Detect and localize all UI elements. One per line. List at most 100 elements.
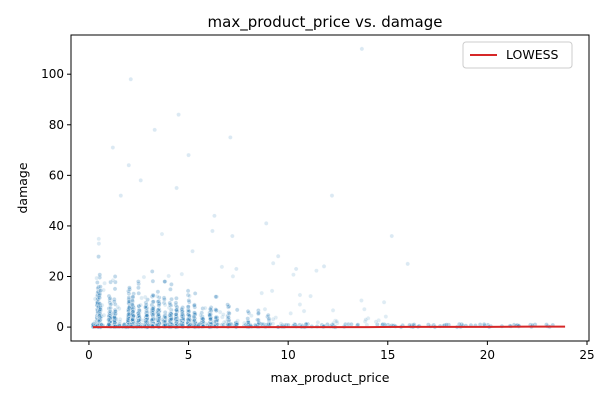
scatter-point [162, 297, 167, 302]
scatter-point [217, 309, 223, 315]
scatter-point [308, 293, 313, 299]
scatter-point [212, 213, 217, 219]
chart-title: max_product_price vs. damage [208, 13, 443, 32]
scatter-point [130, 298, 135, 303]
scatter-point [457, 321, 462, 327]
scatter-point [373, 319, 379, 325]
scatter-point [227, 311, 232, 316]
scatter-point [230, 274, 236, 279]
scatter-point [268, 321, 273, 326]
y-axis: 0 20 40 60 80 100 [41, 67, 71, 334]
scatter-point [163, 315, 168, 320]
scatter-point [269, 288, 275, 294]
scatter-point [234, 266, 239, 272]
scatter-point [130, 303, 136, 309]
legend-label-lowess: LOWESS [506, 47, 559, 62]
scatter-point [192, 291, 198, 296]
scatter-point [150, 269, 155, 274]
scatter-point [154, 309, 160, 315]
scatter-point [156, 303, 162, 308]
scatter-point [155, 289, 161, 294]
scatter-point [186, 298, 192, 303]
scatter-point [153, 316, 158, 322]
y-tick-label: 0 [56, 320, 64, 334]
scatter-point [108, 302, 113, 308]
scatter-point [176, 112, 181, 117]
scatter-point [180, 316, 186, 321]
scatter-point [92, 296, 98, 302]
scatter-point [349, 322, 354, 327]
scatter-point [190, 248, 195, 254]
x-tick-label: 10 [281, 348, 296, 362]
scatter-point [101, 313, 107, 318]
scatter-point [266, 316, 272, 321]
scatter-point [97, 312, 102, 318]
scatter-point [126, 295, 132, 300]
scatter-point [208, 306, 213, 312]
y-tick-label: 100 [41, 67, 64, 81]
scatter-point [185, 288, 191, 294]
scatter-point [334, 320, 340, 326]
scatter-point [127, 304, 132, 309]
scatter-point [208, 316, 213, 322]
scatter-point [219, 264, 225, 270]
scatter-point [97, 293, 102, 298]
scatter-point [266, 312, 271, 318]
scatter-point [159, 231, 165, 237]
scatter-point [230, 233, 235, 239]
scatter-point [130, 317, 136, 322]
scatter-point [225, 302, 230, 307]
x-tick-label: 20 [480, 348, 495, 362]
scatter-point [179, 306, 184, 312]
scatter-point [180, 309, 185, 314]
scatter-point [138, 178, 143, 183]
scatter-point [168, 313, 173, 319]
x-tick-label: 0 [85, 348, 93, 362]
plot-frame [70, 34, 590, 342]
scatter-point [138, 317, 143, 322]
scatter-point [186, 307, 191, 313]
scatter-point [256, 308, 261, 313]
scatter-point [96, 236, 102, 242]
scatter-point [208, 305, 214, 310]
scatter-point [98, 288, 103, 293]
scatter-point [198, 312, 203, 318]
scatter-point [226, 315, 231, 320]
scatter-point [168, 287, 173, 292]
scatter-point [106, 322, 112, 327]
scatter-point [149, 302, 155, 308]
scatter-point [188, 318, 193, 323]
scatter-point [169, 296, 174, 302]
scatter-point [174, 185, 179, 191]
scatter-point [155, 299, 161, 304]
scatter-point [334, 319, 339, 324]
legend-box [462, 41, 573, 69]
scatter-point [150, 306, 156, 312]
scatter-point [99, 302, 105, 308]
x-tick-label: 25 [579, 348, 594, 362]
scatter-point [245, 320, 251, 325]
scatter-point [107, 313, 113, 319]
scatter-point [203, 321, 209, 327]
scatter-point [97, 291, 103, 297]
scatter-point [151, 306, 156, 311]
scatter-point [97, 272, 103, 278]
x-tick-label: 5 [185, 348, 193, 362]
scatter-point [98, 321, 104, 327]
scatter-point [228, 135, 233, 140]
scatter-point [270, 261, 276, 266]
scatter-point [141, 274, 147, 280]
scatter-point [186, 304, 191, 309]
scatter-point [129, 312, 135, 317]
scatter-point [113, 279, 118, 285]
scatter-point [113, 309, 118, 314]
scatter-point [102, 280, 107, 286]
scatter-point [162, 302, 168, 308]
y-axis-label: damage [15, 162, 30, 213]
scatter-point [161, 300, 167, 306]
scatter-point [98, 307, 103, 312]
x-axis-label: max_product_price [271, 370, 390, 385]
scatter-point [112, 274, 118, 279]
scatter-point [143, 305, 148, 310]
